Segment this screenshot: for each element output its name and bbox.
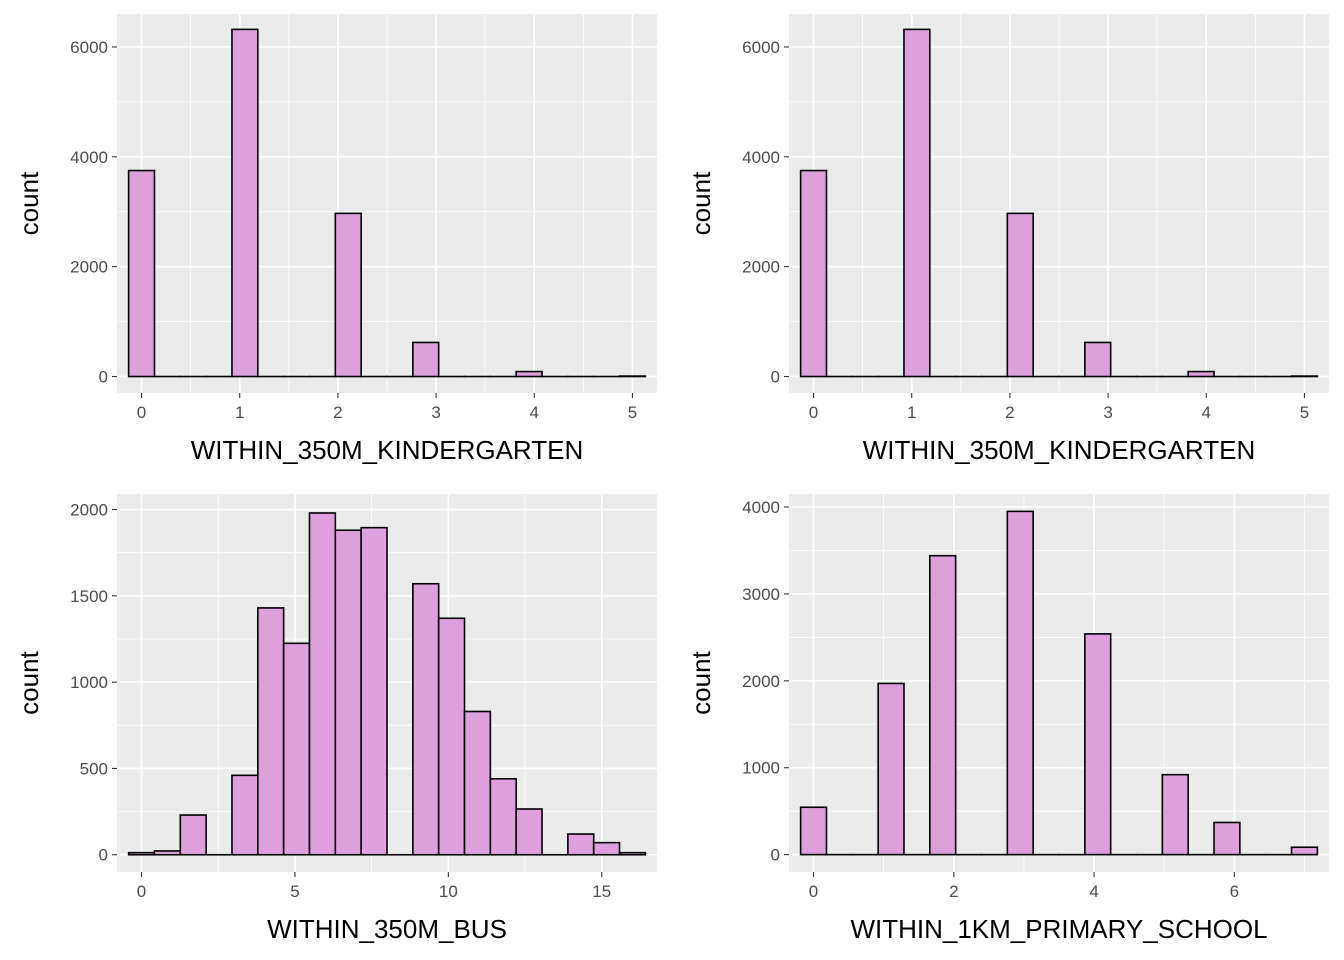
panel-kindergarten-a: 0 2000 4000 6000 0 1 2 3 4 5 WITHIN_350M_KINDERGAR… xyxy=(14,14,657,465)
histogram-bar xyxy=(1187,370,1215,378)
histogram-bar xyxy=(1084,341,1112,378)
x-axis-title: WITHIN_350M_KINDERGARTEN xyxy=(191,435,584,465)
y-tick-label: 1000 xyxy=(70,673,108,692)
y-tick-label: 2000 xyxy=(70,258,108,277)
histogram-bar xyxy=(412,582,440,856)
y-axis-title: count xyxy=(686,171,716,235)
y-tick-label: 2000 xyxy=(742,672,780,691)
histogram-bar xyxy=(799,169,828,378)
x-tick-label: 2 xyxy=(949,882,958,901)
panel-kindergarten-b: 0 2000 4000 6000 0 1 2 3 4 5 WITHIN_350M_KINDERGAR… xyxy=(686,14,1329,465)
histogram-bar xyxy=(179,814,207,856)
histogram-bar xyxy=(929,554,957,856)
y-tick-label: 0 xyxy=(771,846,780,865)
histogram-bar xyxy=(515,370,543,378)
x-tick-label: 10 xyxy=(439,882,458,901)
y-tick-label: 4000 xyxy=(742,148,780,167)
histogram-bar xyxy=(799,806,828,856)
histogram-bar xyxy=(360,526,388,856)
y-tick-label: 3000 xyxy=(742,585,780,604)
histogram-bar xyxy=(618,851,647,856)
y-tick-label: 500 xyxy=(80,759,108,778)
y-tick-label: 6000 xyxy=(70,38,108,57)
histogram-bar xyxy=(1161,773,1189,856)
y-axis-title: count xyxy=(14,171,44,235)
histogram-bar xyxy=(153,850,182,856)
histogram-bar xyxy=(334,212,362,378)
histogram-bar xyxy=(489,777,517,856)
histogram-bar xyxy=(437,617,466,856)
x-tick-label: 2 xyxy=(333,403,342,422)
y-axis-title: count xyxy=(14,650,44,714)
x-tick-label: 4 xyxy=(1089,882,1098,901)
x-tick-label: 5 xyxy=(628,403,637,422)
histogram-bar xyxy=(282,642,311,856)
x-tick-label: 1 xyxy=(235,403,244,422)
x-tick-label: 1 xyxy=(907,403,916,422)
panel-bus: 0 500 1000 1500 2000 0 5 10 15 WITHIN_350M_BUS cou… xyxy=(14,494,657,944)
x-tick-label: 5 xyxy=(1300,403,1309,422)
x-tick-label: 0 xyxy=(137,882,146,901)
x-tick-label: 3 xyxy=(431,403,440,422)
y-tick-label: 4000 xyxy=(70,148,108,167)
y-tick-label: 4000 xyxy=(742,498,780,517)
histogram-bar xyxy=(231,774,259,856)
y-tick-label: 2000 xyxy=(70,501,108,520)
x-axis-title: WITHIN_350M_BUS xyxy=(267,914,507,944)
x-tick-label: 0 xyxy=(809,882,818,901)
histogram-bar xyxy=(412,341,440,378)
y-tick-label: 0 xyxy=(99,368,108,387)
histogram-bar xyxy=(1084,633,1112,856)
y-tick-label: 1500 xyxy=(70,587,108,606)
histogram-bar xyxy=(515,808,543,856)
x-tick-label: 4 xyxy=(1202,403,1211,422)
y-axis-title: count xyxy=(686,650,716,714)
histogram-bar xyxy=(592,841,621,856)
histogram-bar xyxy=(127,851,156,856)
x-tick-label: 0 xyxy=(137,403,146,422)
y-tick-label: 2000 xyxy=(742,258,780,277)
histogram-bar xyxy=(334,529,362,856)
histogram-bar xyxy=(257,607,285,856)
histogram-bar xyxy=(1290,846,1319,856)
histogram-bar xyxy=(903,28,931,378)
histogram-bar xyxy=(463,710,492,856)
histogram-bar xyxy=(1006,212,1034,378)
y-tick-label: 1000 xyxy=(742,759,780,778)
y-tick-label: 0 xyxy=(771,368,780,387)
histogram-bar xyxy=(1006,510,1034,856)
x-axis-title: WITHIN_1KM_PRIMARY_SCHOOL xyxy=(850,914,1267,944)
x-tick-label: 5 xyxy=(290,882,299,901)
x-axis-title: WITHIN_350M_KINDERGARTEN xyxy=(863,435,1256,465)
x-tick-label: 3 xyxy=(1103,403,1112,422)
x-tick-label: 0 xyxy=(809,403,818,422)
histogram-bar xyxy=(567,833,595,856)
y-tick-label: 6000 xyxy=(742,38,780,57)
histogram-bar xyxy=(308,512,337,856)
panel-primary-school: 0 1000 2000 3000 4000 0 2 4 6 WITHIN_1KM_PRIMARY_… xyxy=(686,494,1329,944)
histogram-bar xyxy=(231,28,259,378)
x-tick-label: 6 xyxy=(1230,882,1239,901)
histogram-bar xyxy=(127,169,156,378)
y-tick-label: 0 xyxy=(99,846,108,865)
x-tick-label: 2 xyxy=(1005,403,1014,422)
histogram-bar xyxy=(1213,821,1241,856)
x-tick-label: 15 xyxy=(592,882,611,901)
x-tick-label: 4 xyxy=(530,403,539,422)
histogram-bar xyxy=(877,682,905,856)
